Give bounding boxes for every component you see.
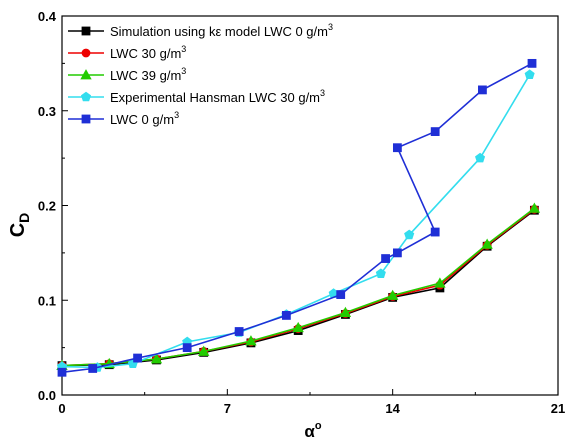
legend-item-3: Experimental Hansman LWC 30 g/m3 — [68, 88, 325, 105]
x-tick-label: 14 — [385, 401, 400, 416]
y-tick-label: 0.1 — [38, 293, 56, 308]
data-point — [527, 58, 537, 68]
data-point — [386, 289, 399, 300]
legend-item-1: LWC 30 g/m3 — [68, 44, 186, 61]
data-point — [150, 353, 163, 364]
series-0 — [57, 205, 539, 371]
x-axis-title-main: α — [304, 422, 315, 441]
legend-label-main: Simulation using kε model LWC 0 g/m — [110, 24, 328, 39]
data-point — [478, 85, 487, 95]
legend-marker — [81, 48, 91, 58]
x-tick-label: 0 — [58, 401, 65, 416]
data-point — [392, 143, 402, 153]
legend-label-sup: 3 — [320, 88, 325, 98]
y-tick-label: 0.2 — [38, 199, 56, 214]
legend: Simulation using kε model LWC 0 g/m3LWC … — [68, 22, 333, 127]
legend-label-sup: 3 — [181, 66, 186, 76]
legend-label-sup: 3 — [174, 110, 179, 120]
x-tick-label: 7 — [224, 401, 231, 416]
data-point — [292, 321, 304, 333]
data-point — [245, 335, 257, 346]
y-axis-title-sub: D — [16, 213, 32, 223]
legend-label: Experimental Hansman LWC 30 g/m3 — [110, 88, 325, 105]
legend-label-sup: 3 — [328, 22, 333, 32]
y-tick-label: 0.0 — [38, 388, 56, 403]
data-point — [524, 69, 535, 79]
legend-marker — [81, 26, 91, 36]
data-point — [475, 152, 486, 163]
legend-item-4: LWC 0 g/m3 — [68, 110, 179, 127]
y-tick-label: 0.4 — [38, 9, 57, 24]
legend-label-main: LWC 0 g/m — [110, 112, 174, 127]
data-point — [375, 268, 386, 279]
legend-item-2: LWC 39 g/m3 — [68, 66, 186, 83]
x-axis-title: αo — [304, 420, 321, 441]
legend-label: LWC 30 g/m3 — [110, 44, 186, 61]
y-tick-label: 0.3 — [38, 104, 56, 119]
data-point — [234, 327, 244, 336]
data-point — [281, 311, 291, 320]
series-2 — [56, 202, 541, 371]
data-point — [57, 367, 67, 377]
data-point — [88, 364, 98, 373]
series-4 — [57, 58, 537, 377]
legend-label-sup: 3 — [181, 44, 186, 54]
data-point — [434, 277, 446, 288]
data-point — [182, 343, 192, 353]
data-point — [430, 127, 440, 136]
data-point — [528, 202, 541, 213]
series-line — [61, 209, 535, 367]
legend-marker — [81, 114, 91, 124]
legend-marker — [80, 69, 92, 80]
legend-marker — [80, 91, 92, 102]
axis-titles: αo CD — [7, 213, 322, 441]
series-1 — [57, 204, 539, 371]
y-axis-title-main: C — [7, 223, 29, 237]
data-point — [404, 229, 415, 240]
legend-label-main: LWC 39 g/m — [110, 68, 181, 83]
data-point — [392, 248, 402, 258]
legend-item-0: Simulation using kε model LWC 0 g/m3 — [68, 22, 333, 39]
legend-label-main: LWC 30 g/m — [110, 46, 181, 61]
legend-label: LWC 39 g/m3 — [110, 66, 186, 83]
data-point — [430, 227, 440, 237]
series-layer — [56, 58, 541, 377]
data-point — [381, 254, 390, 263]
x-axis-title-sup: o — [315, 420, 322, 432]
data-point — [481, 238, 493, 249]
y-axis-title: CD — [7, 213, 32, 238]
legend-label: Simulation using kε model LWC 0 g/m3 — [110, 22, 333, 39]
legend-label: LWC 0 g/m3 — [110, 110, 179, 127]
series-line — [61, 62, 533, 374]
series-line — [61, 207, 535, 367]
data-point — [336, 290, 346, 299]
data-point — [339, 306, 352, 317]
x-tick-label: 21 — [551, 401, 565, 416]
data-point — [133, 353, 142, 363]
data-point — [198, 345, 210, 356]
legend-label-main: Experimental Hansman LWC 30 g/m — [110, 90, 320, 105]
series-line — [61, 208, 535, 367]
axes: 0 7 14 21 0.0 0.1 0.2 0.3 0.4 — [38, 9, 565, 416]
